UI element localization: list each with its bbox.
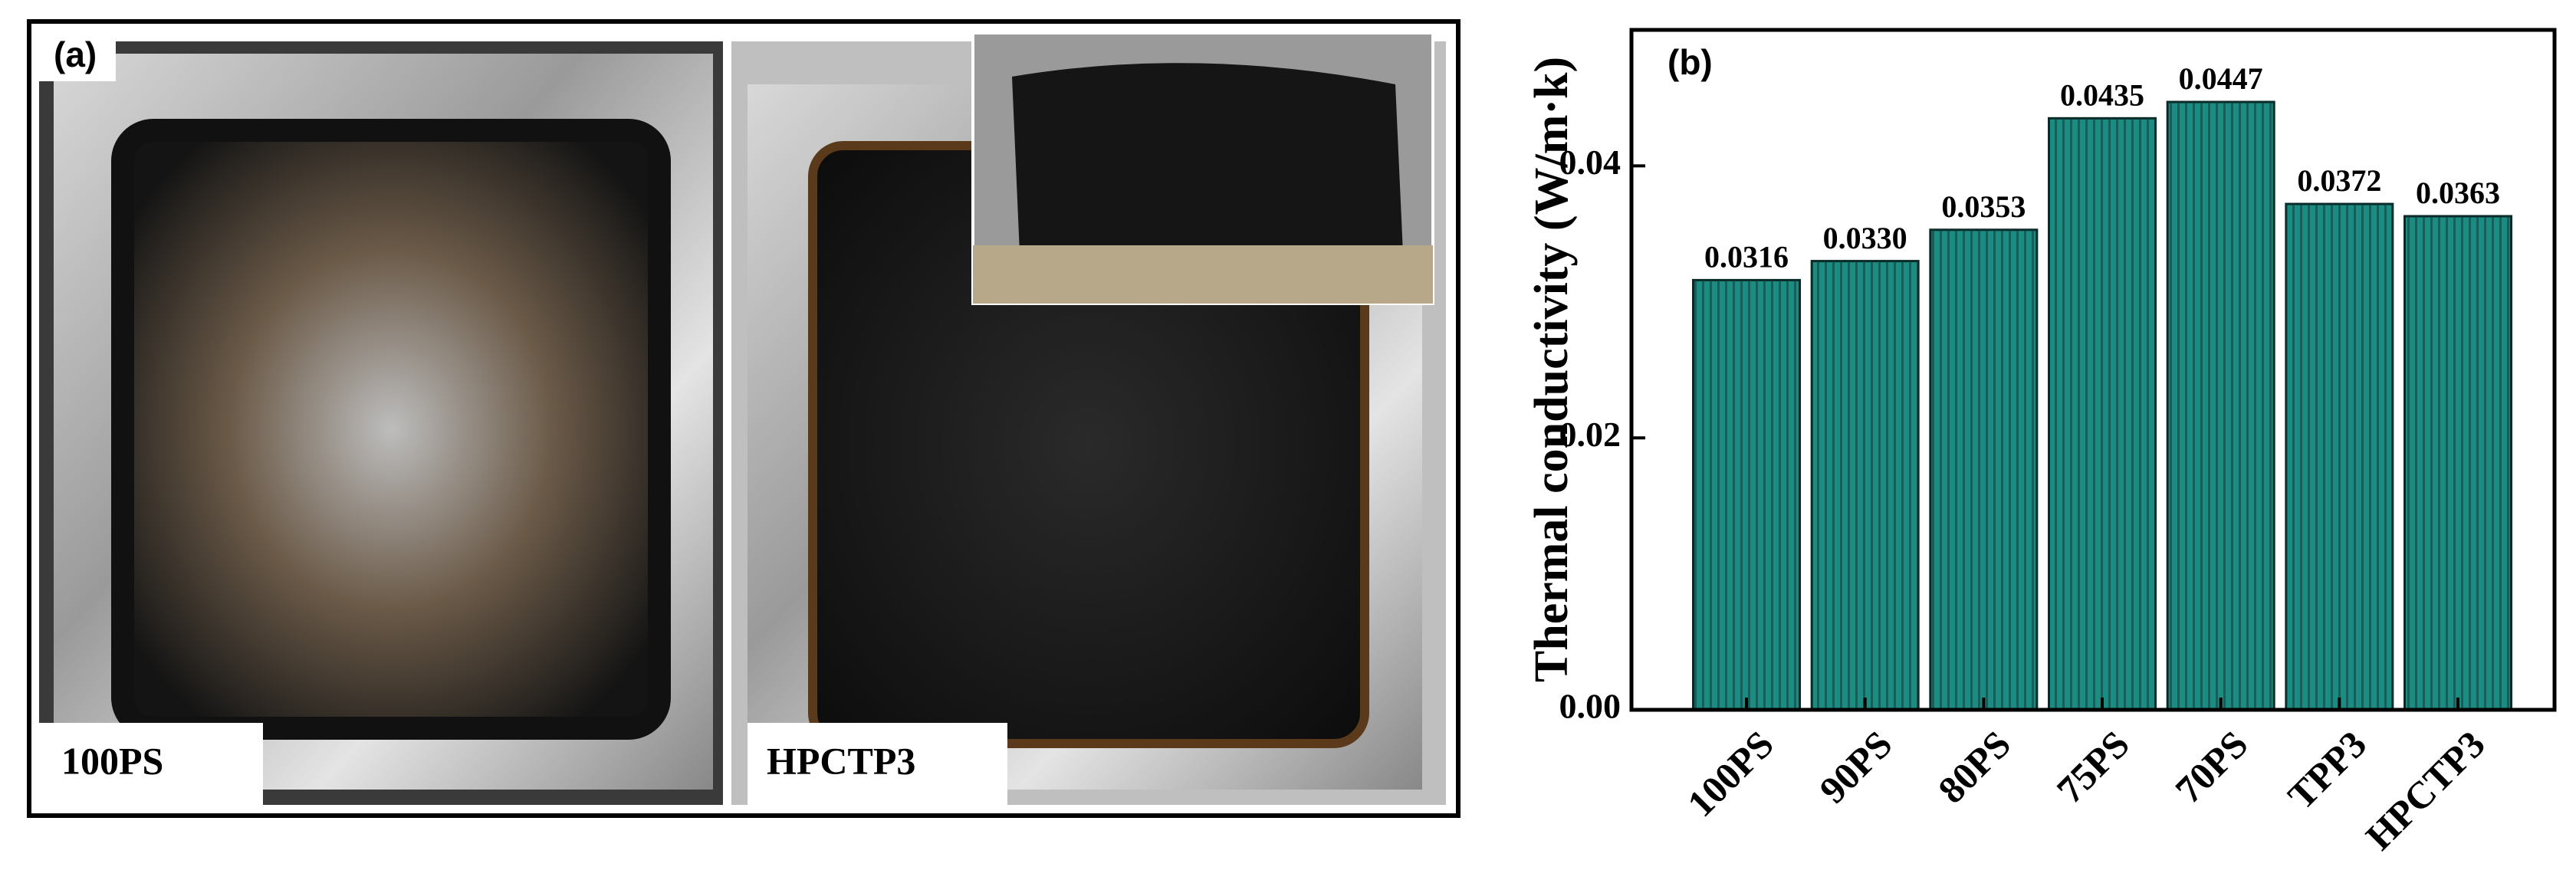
value-label: 0.0435 bbox=[2060, 77, 2144, 112]
inset-char bbox=[1012, 63, 1403, 253]
value-label: 0.0363 bbox=[2416, 176, 2500, 210]
x-tick-label: 80PS bbox=[1930, 722, 2019, 811]
caption-box bbox=[748, 723, 1007, 805]
x-tick-label: 70PS bbox=[2167, 722, 2256, 811]
bar bbox=[2166, 100, 2275, 711]
panel-label: (a) bbox=[54, 34, 97, 74]
photo-caption: HPCTP3 bbox=[767, 739, 915, 782]
inset-foil bbox=[973, 245, 1433, 304]
y-tick-label: 0.02 bbox=[1559, 415, 1622, 454]
bar bbox=[1929, 228, 2039, 711]
x-tick-label: 100PS bbox=[1679, 722, 1782, 825]
value-label: 0.0316 bbox=[1704, 240, 1789, 274]
plot-frame bbox=[1629, 28, 2557, 712]
panel-label: (b) bbox=[1668, 42, 1713, 82]
x-tick-label: TPP3 bbox=[2279, 722, 2374, 817]
bar bbox=[1810, 260, 1920, 711]
value-label: 0.0372 bbox=[2297, 163, 2381, 198]
label-box bbox=[39, 31, 116, 81]
value-label: 0.0353 bbox=[1941, 189, 2026, 224]
value-label: 0.0330 bbox=[1823, 221, 1907, 255]
x-tick-label: 75PS bbox=[2049, 722, 2137, 811]
photo-caption: 100PS bbox=[61, 739, 163, 782]
y-axis-label: Thermal conductivity (W/m·k) bbox=[1526, 57, 1578, 682]
bar bbox=[2285, 202, 2394, 711]
x-tick-label: 90PS bbox=[1811, 722, 1900, 811]
panel-b: (b) Thermal conductivity (W/m·k) 0.00 0.0… bbox=[1526, 28, 2557, 858]
x-tick-label: HPCTP3 bbox=[2358, 722, 2493, 858]
bar bbox=[1692, 278, 1801, 711]
bar bbox=[2048, 117, 2157, 711]
bar bbox=[2404, 215, 2512, 711]
y-tick-label: 0.00 bbox=[1559, 687, 1622, 726]
y-tick-label: 0.04 bbox=[1559, 143, 1622, 182]
burnt-sample bbox=[111, 119, 671, 740]
value-label: 0.0447 bbox=[2179, 61, 2263, 96]
caption-box bbox=[39, 723, 263, 805]
panel-a: (a) 100PS HPCTP3 bbox=[27, 19, 1460, 818]
